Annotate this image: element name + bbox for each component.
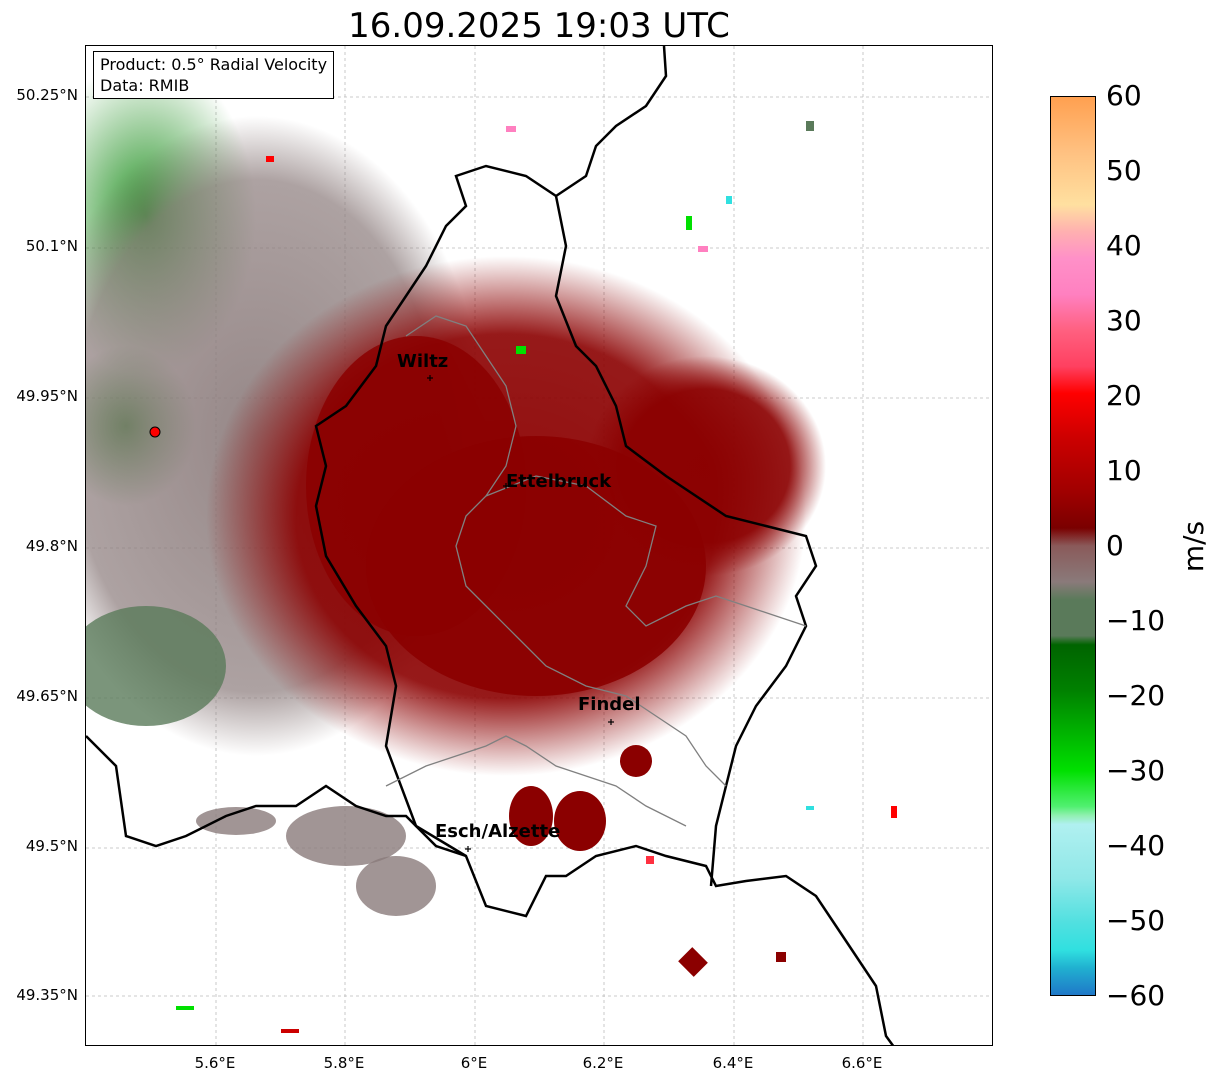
radar-site-marker bbox=[149, 426, 161, 438]
y-tick-label: 49.8°N bbox=[25, 537, 78, 555]
x-tick-label: 6.6°E bbox=[841, 1054, 883, 1072]
y-tick-label: 49.5°N bbox=[25, 837, 78, 855]
x-tick-label: 5.6°E bbox=[194, 1054, 236, 1072]
colorbar-tick-label: −40 bbox=[1106, 829, 1166, 862]
x-tick-label: 5.8°E bbox=[323, 1054, 365, 1072]
city-markers bbox=[427, 375, 614, 852]
city-label-ettelbruck: Ettelbruck bbox=[506, 471, 612, 492]
colorbar bbox=[1050, 96, 1096, 996]
colorbar-tick-label: 20 bbox=[1106, 379, 1142, 412]
colorbar-tick-label: 0 bbox=[1106, 529, 1124, 562]
data-source-label: Data: RMIB bbox=[100, 76, 190, 95]
radar-echoes bbox=[86, 56, 897, 1033]
cantonal-borders bbox=[385, 315, 807, 827]
colorbar-tick-label: 10 bbox=[1106, 454, 1142, 487]
colorbar-tick-label: 50 bbox=[1106, 154, 1142, 187]
y-tick-label: 50.1°N bbox=[25, 237, 78, 255]
y-tick-label: 49.95°N bbox=[16, 387, 78, 405]
city-label-esch: Esch/Alzette bbox=[435, 821, 561, 842]
radar-map[interactable] bbox=[85, 45, 993, 1046]
x-tick-label: 6.4°E bbox=[712, 1054, 754, 1072]
product-label: Product: 0.5° Radial Velocity bbox=[100, 55, 328, 74]
colorbar-unit-label: m/s bbox=[1177, 520, 1207, 573]
y-tick-label: 49.35°N bbox=[16, 986, 78, 1004]
y-tick-label: 50.25°N bbox=[16, 86, 78, 104]
colorbar-tick-label: −20 bbox=[1106, 679, 1166, 712]
city-label-findel: Findel bbox=[578, 694, 641, 715]
y-tick-label: 49.65°N bbox=[16, 687, 78, 705]
colorbar-tick-label: −30 bbox=[1106, 754, 1166, 787]
city-label-wiltz: Wiltz bbox=[397, 351, 449, 372]
country-borders bbox=[86, 46, 895, 1045]
map-title: 16.09.2025 19:03 UTC bbox=[348, 6, 730, 46]
colorbar-tick-label: 40 bbox=[1106, 229, 1142, 262]
radar-map-canvas bbox=[86, 46, 992, 1045]
product-info-box: Product: 0.5° Radial Velocity Data: RMIB bbox=[93, 51, 335, 99]
colorbar-tick-label: 30 bbox=[1106, 304, 1142, 337]
colorbar-tick-label: 60 bbox=[1106, 79, 1142, 112]
x-tick-label: 6.2°E bbox=[582, 1054, 624, 1072]
x-tick-label: 6°E bbox=[460, 1054, 488, 1072]
colorbar-tick-label: −50 bbox=[1106, 904, 1166, 937]
colorbar-tick-label: −60 bbox=[1106, 979, 1166, 1012]
colorbar-tick-label: −10 bbox=[1106, 604, 1166, 637]
